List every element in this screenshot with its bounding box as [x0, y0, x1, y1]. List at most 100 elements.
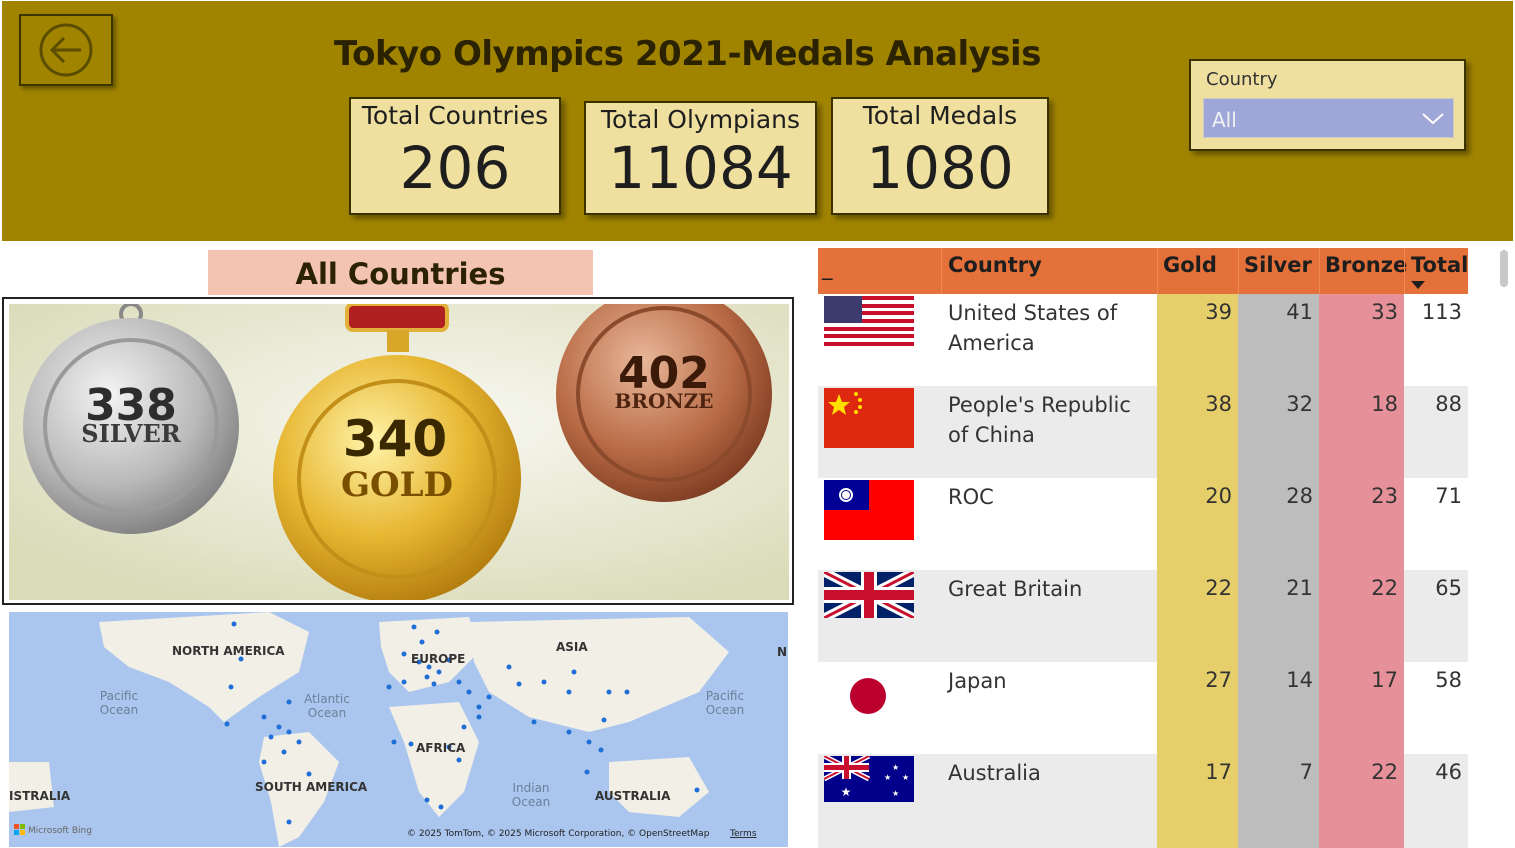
map-label: Ocean — [706, 703, 744, 717]
map-label: SOUTH AMERICA — [255, 780, 368, 794]
header-silver[interactable]: Silver — [1244, 253, 1312, 277]
total-cell: 65 — [1435, 576, 1462, 600]
table-row[interactable]: ★ ★ ★ ★ ★ Australia 17 7 22 46 — [818, 754, 1468, 848]
world-map[interactable]: NORTH AMERICA EUROPE ASIA AFRICA SOUTH A… — [9, 612, 788, 847]
total-cell: 88 — [1435, 392, 1462, 416]
map-label: Atlantic — [304, 692, 350, 706]
map-label: ISTRALIA — [9, 789, 71, 803]
roc-flag-icon — [824, 480, 914, 540]
selection-subtitle: All Countries — [208, 250, 593, 295]
bing-logo: Microsoft Bing — [14, 824, 92, 836]
total-cell: 58 — [1435, 668, 1462, 692]
map-label: NORTH AMERICA — [172, 644, 285, 658]
gold-cell: 17 — [1157, 754, 1238, 848]
map-label: ASIA — [556, 640, 588, 654]
sort-desc-icon — [1411, 281, 1425, 289]
kpi-card-medals: Total Medals 1080 — [831, 97, 1049, 215]
header-country[interactable]: Country — [948, 253, 1042, 277]
total-cell: 46 — [1435, 760, 1462, 784]
chevron-down-icon — [1422, 113, 1444, 125]
bronze-cell: 23 — [1319, 478, 1404, 570]
total-cell: 113 — [1421, 300, 1462, 324]
table-scrollbar[interactable] — [1500, 250, 1508, 287]
usa-flag-icon — [824, 296, 914, 346]
svg-text:★: ★ — [902, 773, 909, 782]
map-label: Indian — [512, 781, 549, 795]
kpi-label: Total Olympians — [600, 105, 801, 134]
bing-text: Microsoft Bing — [28, 826, 92, 836]
china-flag-icon — [824, 388, 914, 448]
bronze-cell: 22 — [1319, 754, 1404, 848]
country-dropdown[interactable]: All — [1203, 98, 1454, 138]
kpi-card-olympians: Total Olympians 11084 — [584, 101, 817, 215]
header-total[interactable]: Total — [1411, 253, 1468, 277]
svg-text:★: ★ — [884, 773, 891, 782]
map-label: N — [777, 645, 787, 659]
table-row[interactable]: Japan 27 14 17 58 — [818, 662, 1468, 754]
gold-cell: 38 — [1157, 386, 1238, 478]
kpi-label: Total Medals — [862, 101, 1018, 130]
gold-cell: 27 — [1157, 662, 1238, 754]
gold-count: 340 — [343, 410, 447, 468]
gold-cell: 20 — [1157, 478, 1238, 570]
map-label: Pacific — [706, 689, 744, 703]
dropdown-value: All — [1212, 108, 1237, 132]
table-row[interactable]: ROC 20 28 23 71 — [818, 478, 1468, 570]
kpi-value: 11084 — [608, 134, 793, 202]
total-cell: 71 — [1435, 484, 1462, 508]
kpi-label: Total Countries — [361, 101, 549, 130]
map-label: Ocean — [308, 706, 346, 720]
country-name: Japan — [948, 669, 1007, 693]
map-label: Ocean — [100, 703, 138, 717]
bronze-cell: 17 — [1319, 662, 1404, 754]
country-name: People's Republic of China — [948, 393, 1131, 447]
svg-text:★: ★ — [841, 785, 852, 799]
uk-flag-icon — [824, 572, 914, 618]
bronze-cell: 22 — [1319, 570, 1404, 662]
country-name: ROC — [948, 485, 994, 509]
silver-cell: 28 — [1238, 478, 1319, 570]
bronze-cell: 18 — [1319, 386, 1404, 478]
page-title: Tokyo Olympics 2021-Medals Analysis — [334, 34, 1041, 74]
medal-image-frame: 338 SILVER 340 GOLD 402 BRONZE — [2, 297, 794, 605]
map-label: Ocean — [512, 795, 550, 809]
silver-cell: 41 — [1238, 294, 1319, 386]
silver-count: 338 — [85, 380, 177, 431]
slicer-label: Country — [1206, 69, 1278, 90]
bronze-count: 402 — [618, 348, 710, 399]
silver-label: SILVER — [81, 419, 182, 448]
terms-link[interactable]: Terms — [729, 829, 757, 839]
header-flag[interactable]: _ — [822, 256, 833, 280]
medals-image: 338 SILVER 340 GOLD 402 BRONZE — [9, 304, 789, 600]
table-header: _ Country Gold Silver Bronze Total — [818, 248, 1468, 294]
country-slicer: Country All — [1189, 59, 1466, 151]
map-label: AFRICA — [416, 741, 466, 755]
silver-cell: 14 — [1238, 662, 1319, 754]
header-gold[interactable]: Gold — [1163, 253, 1217, 277]
silver-cell: 7 — [1238, 754, 1319, 848]
country-name: Great Britain — [948, 577, 1083, 601]
map-label: EUROPE — [411, 652, 465, 666]
map-canvas: NORTH AMERICA EUROPE ASIA AFRICA SOUTH A… — [9, 612, 788, 847]
back-button[interactable] — [19, 14, 113, 86]
silver-cell: 21 — [1238, 570, 1319, 662]
kpi-value: 1080 — [866, 134, 1014, 202]
table-row[interactable]: United States of America 39 41 33 113 — [818, 294, 1468, 386]
svg-text:★: ★ — [892, 789, 899, 798]
gold-label: GOLD — [341, 465, 453, 505]
kpi-card-countries: Total Countries 206 — [349, 97, 561, 215]
country-name: United States of America — [948, 301, 1118, 355]
back-arrow-icon — [39, 23, 93, 77]
header-bronze[interactable]: Bronze — [1325, 253, 1408, 277]
country-name: Australia — [948, 761, 1041, 785]
gold-cell: 39 — [1157, 294, 1238, 386]
table-row[interactable]: People's Republic of China 38 32 18 88 — [818, 386, 1468, 478]
kpi-value: 206 — [399, 134, 511, 202]
map-label: Pacific — [100, 689, 138, 703]
gold-cell: 22 — [1157, 570, 1238, 662]
table-row[interactable]: Great Britain 22 21 22 65 — [818, 570, 1468, 662]
bronze-label: BRONZE — [614, 389, 713, 413]
silver-cell: 32 — [1238, 386, 1319, 478]
bronze-cell: 33 — [1319, 294, 1404, 386]
